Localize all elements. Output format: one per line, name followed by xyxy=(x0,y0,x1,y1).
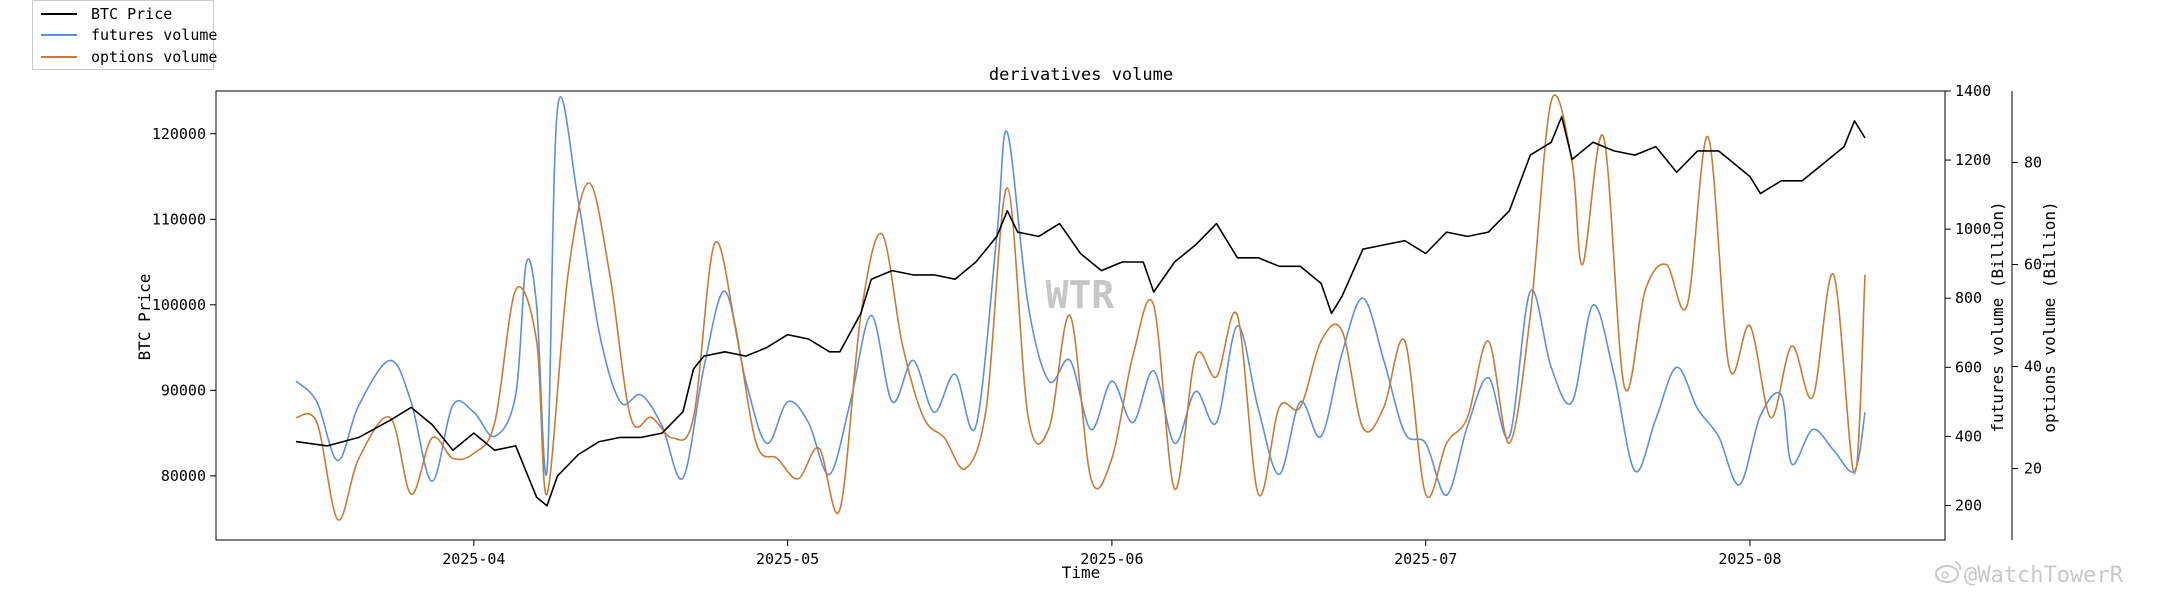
x-tick-label: 2025-08 xyxy=(1718,550,1781,568)
y-right-tick-label: 600 xyxy=(1955,358,1982,376)
corner-watermark: @WatchTowerR xyxy=(1935,561,2124,588)
x-axis-label: Time xyxy=(1062,563,1101,582)
y-axis-outer-label: options volume (Billion) xyxy=(2040,201,2059,432)
legend-swatch xyxy=(41,34,77,36)
y-right-tick-label: 1400 xyxy=(1955,82,1991,100)
legend-swatch xyxy=(41,13,77,15)
y-outer-tick-label: 40 xyxy=(2024,358,2042,376)
x-tick-label: 2025-06 xyxy=(1080,550,1143,568)
x-tick-label: 2025-04 xyxy=(442,550,505,568)
y-right-tick-label: 400 xyxy=(1955,427,1982,445)
legend: BTC Price futures volume options volume xyxy=(32,0,217,70)
y-outer-tick-label: 60 xyxy=(2024,255,2042,273)
legend-label: options volume xyxy=(91,48,218,66)
legend-label: futures volume xyxy=(91,26,218,44)
y-outer-tick-label: 80 xyxy=(2024,153,2042,171)
chart-title: derivatives volume xyxy=(989,65,1173,85)
series-line-options-volume xyxy=(295,94,1866,521)
y-left-tick-label: 90000 xyxy=(161,381,206,399)
y-left-tick-label: 120000 xyxy=(152,125,206,143)
y-outer-tick-label: 20 xyxy=(2024,460,2042,478)
corner-watermark-text: @WatchTowerR xyxy=(1964,563,2124,588)
weibo-logo-icon xyxy=(1935,561,1962,583)
y-left-tick-label: 110000 xyxy=(152,210,206,228)
y-left-tick-label: 80000 xyxy=(161,467,206,485)
legend-swatch xyxy=(41,56,77,58)
y-right-tick-label: 1000 xyxy=(1955,220,1991,238)
x-tick-label: 2025-07 xyxy=(1394,550,1457,568)
y-axis-right-label: futures volume (Billion) xyxy=(1988,201,2007,432)
y-axis-left-label: BTC Price xyxy=(135,274,154,361)
y-right-tick-label: 1200 xyxy=(1955,151,1991,169)
y-left-tick-label: 100000 xyxy=(152,296,206,314)
y-right-tick-label: 800 xyxy=(1955,289,1982,307)
watermark-center: WTR xyxy=(1046,273,1115,317)
plot-frame xyxy=(215,90,1946,541)
x-tick-label: 2025-05 xyxy=(756,550,819,568)
series-line-futures-volume xyxy=(295,96,1866,496)
legend-item-futures-volume: futures volume xyxy=(41,25,217,45)
legend-label: BTC Price xyxy=(91,5,173,23)
y-right-tick-label: 200 xyxy=(1955,496,1982,514)
legend-item-options-volume: options volume xyxy=(41,47,217,67)
series-line-btc-price xyxy=(295,115,1866,507)
legend-item-btc-price: BTC Price xyxy=(41,4,172,24)
